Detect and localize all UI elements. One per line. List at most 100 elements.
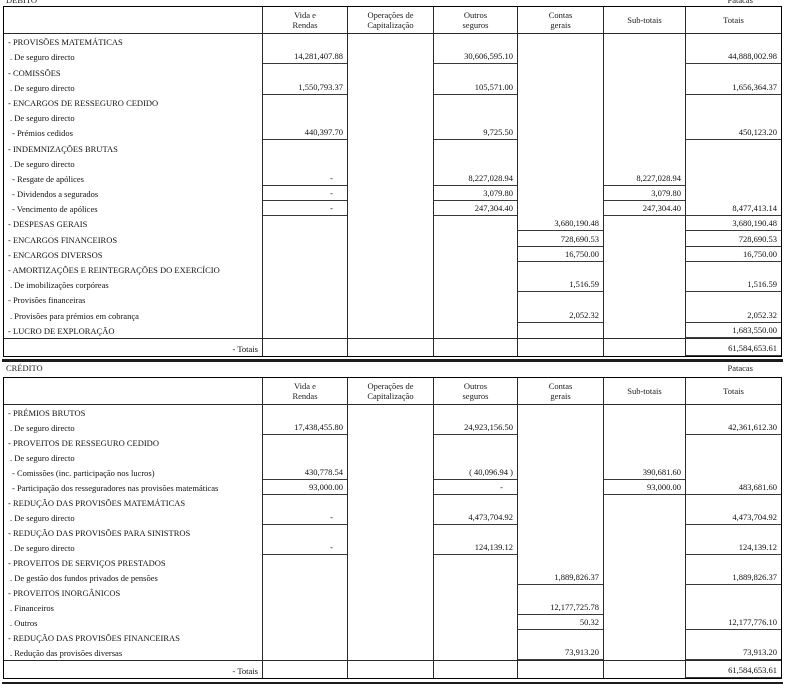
cell-operacoes-de-capitalizacao bbox=[347, 109, 433, 126]
cell-sub-totais bbox=[603, 420, 685, 435]
cell-operacoes-de-capitalizacao bbox=[347, 525, 433, 540]
cell-vida-e-rendas bbox=[262, 405, 347, 420]
cell-vida-e-rendas: 1,550,793.37 bbox=[262, 79, 347, 95]
cell-operacoes-de-capitalizacao bbox=[347, 94, 433, 110]
table-row: . De seguro directo bbox=[4, 155, 781, 171]
cell-contas-gerais: 3,680,190.48 bbox=[517, 216, 603, 232]
cell-operacoes-de-capitalizacao bbox=[347, 405, 433, 420]
row-label: . De seguro directo bbox=[10, 113, 75, 124]
row-label: . De seguro directo bbox=[10, 158, 75, 169]
table-row: - Resgate de apólices - 8,227,028.94 8,227,… bbox=[4, 170, 781, 186]
table-row: - ENCARGOS FINANCEIROS 728,690.53 728,690.… bbox=[4, 231, 781, 247]
row-label: - Provisões financeiras bbox=[8, 295, 86, 306]
table-row: . De seguro directo 17,438,455.80 24,923,1… bbox=[4, 420, 781, 435]
cell-operacoes-de-capitalizacao bbox=[347, 277, 433, 293]
cell-contas-gerais bbox=[517, 450, 603, 465]
cell-outros-seguros: 4,473,704.92 bbox=[433, 510, 517, 525]
cell-contas-gerais bbox=[517, 292, 603, 308]
cell-outros-seguros bbox=[433, 555, 517, 570]
column-header: Contas gerais bbox=[517, 378, 603, 404]
table-header-row: Vida e Rendas Operações de Capitalização Out… bbox=[4, 378, 781, 405]
table-row: - ENCARGOS DE RESSEGURO CEDIDO bbox=[4, 94, 781, 110]
table-row: - Comissões (inc. participação nos lucro… bbox=[4, 465, 781, 480]
cell-vida-e-rendas bbox=[262, 64, 347, 80]
cell-operacoes-de-capitalizacao bbox=[347, 661, 433, 678]
cell-outros-seguros bbox=[433, 645, 517, 660]
table-row: . De seguro directo 1,550,793.37 105,571.0… bbox=[4, 79, 781, 95]
column-header: Vida e Rendas bbox=[262, 7, 347, 33]
cell-vida-e-rendas bbox=[262, 34, 347, 50]
cell-vida-e-rendas bbox=[262, 292, 347, 308]
cell-outros-seguros bbox=[433, 495, 517, 510]
cell-totais bbox=[685, 405, 781, 420]
cell-sub-totais bbox=[603, 246, 685, 262]
cell-totais: 124,139.12 bbox=[685, 540, 781, 555]
cell-totais bbox=[685, 261, 781, 277]
row-label: . De seguro directo bbox=[10, 82, 75, 93]
cell-contas-gerais bbox=[517, 405, 603, 420]
cell-totais: 42,361,612.30 bbox=[685, 420, 781, 435]
cell-operacoes-de-capitalizacao bbox=[347, 155, 433, 171]
cell-totais bbox=[685, 155, 781, 171]
table-row: - DESPESAS GERAIS 3,680,190.48 3,680,190.4… bbox=[4, 216, 781, 232]
table-row: - Totais 61,584,653.61 bbox=[4, 337, 781, 356]
table-row: - LUCRO DE EXPLORAÇÃO 1,683,550.00 bbox=[4, 322, 781, 338]
table-row: . De seguro directo - 4,473,704.92 4,473,70… bbox=[4, 510, 781, 525]
cell-vida-e-rendas bbox=[262, 261, 347, 277]
column-header: Operações de Capitalização bbox=[347, 7, 433, 33]
row-label: . De seguro directo bbox=[10, 543, 75, 553]
cell-sub-totais bbox=[603, 292, 685, 308]
cell-contas-gerais bbox=[517, 125, 603, 141]
cell-totais: 1,683,550.00 bbox=[685, 322, 781, 338]
table-row: - Dividendos a segurados - 3,079.80 3,079.8… bbox=[4, 185, 781, 202]
cell-sub-totais bbox=[603, 64, 685, 80]
cell-sub-totais bbox=[603, 570, 685, 585]
cell-totais: 4,473,704.92 bbox=[685, 510, 781, 525]
cell-sub-totais bbox=[603, 661, 685, 678]
cell-vida-e-rendas bbox=[262, 450, 347, 465]
cell-contas-gerais bbox=[517, 94, 603, 110]
bottom-rule bbox=[2, 681, 783, 684]
cell-totais bbox=[685, 140, 781, 156]
cell-sub-totais bbox=[603, 109, 685, 126]
cell-contas-gerais: 50.32 bbox=[517, 615, 603, 630]
table-row: - PROVEITOS DE RESSEGURO CEDIDO bbox=[4, 435, 781, 450]
cell-contas-gerais: 1,889,826.37 bbox=[517, 570, 603, 585]
row-label: - LUCRO DE EXPLORAÇÃO bbox=[8, 325, 115, 336]
cell-totais: 16,750.00 bbox=[685, 246, 781, 262]
cell-contas-gerais bbox=[517, 322, 603, 338]
column-header: Operações de Capitalização bbox=[347, 378, 433, 404]
cell-totais: 1,889,826.37 bbox=[685, 570, 781, 585]
row-label: . De seguro directo bbox=[10, 423, 75, 433]
cell-contas-gerais: 1,516.59 bbox=[517, 277, 603, 293]
cell-totais bbox=[685, 185, 781, 202]
cell-outros-seguros: ( 40,096.94 ) bbox=[433, 465, 517, 480]
cell-contas-gerais bbox=[517, 49, 603, 65]
row-label: - Vencimento de apólices bbox=[12, 204, 98, 215]
cell-totais bbox=[685, 465, 781, 480]
cell-contas-gerais bbox=[517, 630, 603, 645]
cell-sub-totais bbox=[603, 645, 685, 660]
cell-operacoes-de-capitalizacao bbox=[347, 79, 433, 95]
header-corner-cell bbox=[4, 7, 262, 33]
cell-vida-e-rendas: - bbox=[262, 510, 347, 525]
cell-sub-totais bbox=[603, 540, 685, 555]
cell-operacoes-de-capitalizacao bbox=[347, 322, 433, 338]
row-label: - PROVEITOS INORGÂNICOS bbox=[8, 588, 121, 598]
cell-contas-gerais bbox=[517, 525, 603, 540]
cell-sub-totais bbox=[603, 49, 685, 65]
cell-operacoes-de-capitalizacao bbox=[347, 600, 433, 615]
table-row: . De seguro directo bbox=[4, 450, 781, 465]
cell-outros-seguros bbox=[433, 450, 517, 465]
cell-outros-seguros bbox=[433, 600, 517, 615]
cell-outros-seguros bbox=[433, 570, 517, 585]
cell-totais: 483,681.60 bbox=[685, 480, 781, 495]
row-label: . De seguro directo bbox=[10, 513, 75, 523]
cell-sub-totais bbox=[603, 630, 685, 645]
row-label: - ENCARGOS DE RESSEGURO CEDIDO bbox=[8, 97, 159, 108]
cell-contas-gerais bbox=[517, 555, 603, 570]
cell-outros-seguros bbox=[433, 94, 517, 110]
cell-outros-seguros bbox=[433, 338, 517, 356]
cell-sub-totais bbox=[603, 555, 685, 570]
cell-totais: 61,584,653.61 bbox=[685, 338, 781, 356]
